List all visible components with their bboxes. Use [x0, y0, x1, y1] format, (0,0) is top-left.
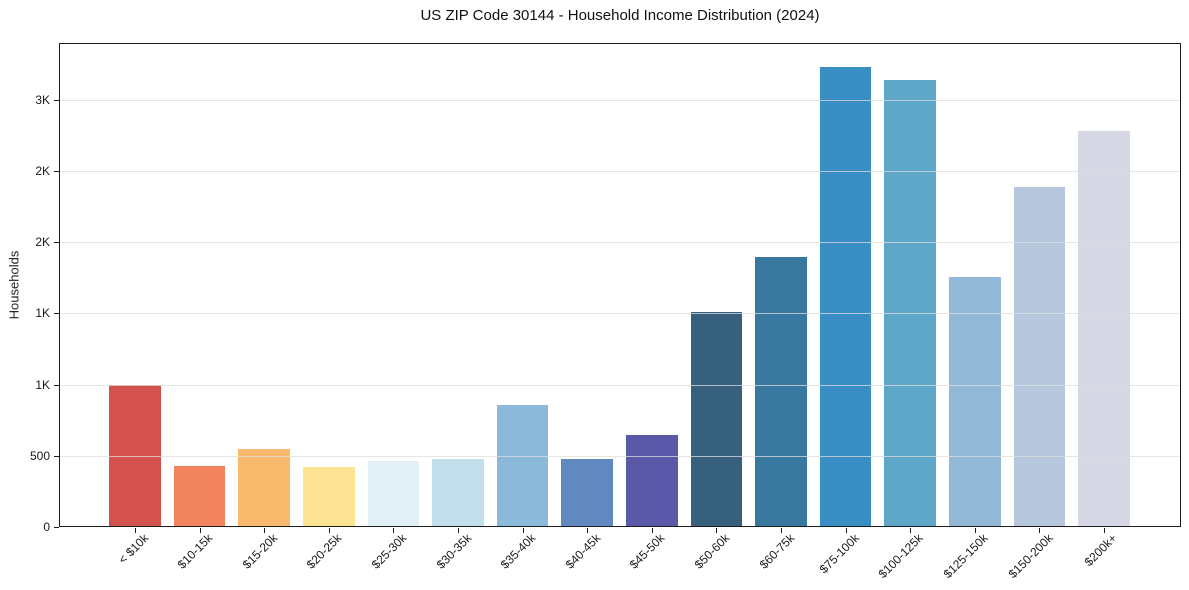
x-tick-label: $75-100k [816, 531, 862, 577]
y-tick-label: 3K [35, 92, 50, 107]
x-tick-mark [199, 528, 201, 533]
x-tick-label: $40-45k [562, 531, 604, 572]
x-tick-mark [135, 528, 136, 533]
x-tick-mark [974, 528, 976, 533]
x-tick-label: $35-40k [497, 531, 539, 572]
gridline-y1000 [59, 384, 1181, 386]
x-tick-mark [1104, 528, 1105, 533]
x-tick-mark [522, 528, 524, 533]
bar-10-15k [173, 465, 226, 527]
y-tick-label: 0 [43, 520, 50, 534]
x-tick-label: $30-35k [433, 531, 474, 572]
x-tick-label: $15-20k [239, 531, 281, 572]
bar-60-75k [755, 256, 807, 527]
x-tick-mark [264, 528, 266, 533]
bar-150-200k [1013, 186, 1066, 527]
gridline-y1500 [59, 313, 1181, 315]
x-tick-mark [845, 528, 847, 533]
bar-45-50k [625, 434, 678, 527]
x-tick-label: $20-25k [304, 531, 345, 572]
y-tick-mark [54, 242, 59, 244]
y-tick-mark [54, 313, 59, 315]
y-tick-label: 2K [35, 235, 50, 250]
bar-30-35k [432, 459, 484, 527]
x-tick-label: < $10k [115, 531, 151, 567]
x-tick-label: $125-150k [940, 531, 991, 582]
y-tick-mark [54, 384, 59, 386]
gridline-y2500 [59, 171, 1181, 173]
gridline-y2000 [59, 242, 1181, 244]
bar-40-45k [561, 459, 614, 527]
x-tick-label: $25-30k [368, 531, 410, 572]
bar-50-60k [690, 312, 743, 527]
bar-15-20k [238, 448, 291, 527]
bar-125-150k [948, 276, 1001, 527]
y-tick-label: 1K [35, 306, 50, 321]
bar-75-100k [819, 67, 872, 527]
bar-20-25k [302, 466, 355, 527]
x-tick-label: $200k+ [1081, 531, 1120, 569]
x-tick-label: $150-200k [1005, 531, 1056, 582]
x-tick-mark [716, 528, 718, 533]
y-tick-mark [54, 171, 59, 173]
bar-200k [1078, 131, 1130, 527]
x-tick-label: $50-60k [691, 531, 733, 572]
y-tick-label: 1K [35, 377, 50, 392]
y-tick-mark [54, 455, 59, 457]
plot-area [59, 43, 1181, 527]
bar-35-40k [496, 405, 549, 527]
x-tick-mark [651, 528, 653, 533]
x-tick-mark [393, 528, 395, 533]
y-tick-mark [54, 99, 59, 101]
y-tick-label: 500 [29, 448, 50, 463]
y-tick-label: 2K [35, 164, 50, 179]
x-tick-label: $60-75k [756, 531, 797, 572]
y-tick-mark [54, 527, 59, 528]
x-tick-mark [328, 528, 330, 533]
x-tick-mark [1039, 528, 1041, 533]
gridline-y500 [59, 455, 1181, 457]
bar-25-30k [367, 460, 420, 527]
bar-100-125k [884, 80, 937, 527]
x-tick-label: $45-50k [627, 531, 668, 572]
x-tick-label: $10-15k [174, 531, 216, 572]
gridline-y3000 [59, 99, 1181, 101]
x-tick-label: $100-125k [876, 531, 927, 582]
chart-title: US ZIP Code 30144 - Household Income Dis… [420, 7, 820, 24]
x-tick-mark [587, 528, 589, 533]
x-tick-mark [910, 528, 912, 533]
bar-10k [109, 384, 161, 527]
x-tick-mark [458, 528, 459, 533]
x-tick-mark [781, 528, 782, 533]
